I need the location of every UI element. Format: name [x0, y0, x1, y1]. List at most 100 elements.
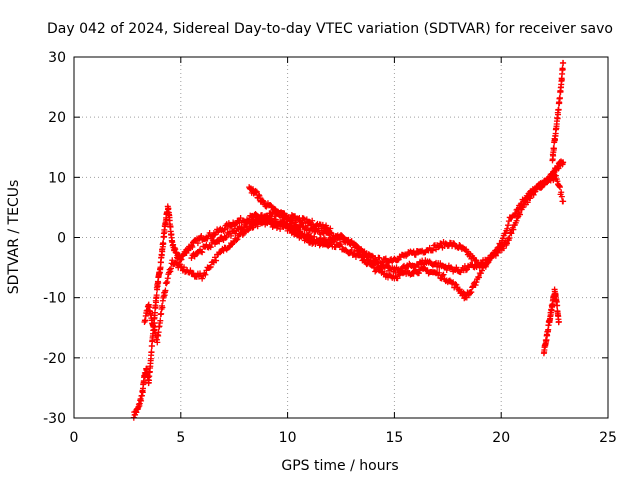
data-point	[556, 184, 563, 191]
data-point	[260, 198, 267, 205]
data-point	[221, 226, 228, 233]
x-tick-label: 5	[176, 430, 185, 446]
data-point	[287, 217, 294, 223]
data-point	[217, 249, 224, 256]
data-point	[281, 210, 288, 217]
series-s2	[141, 217, 494, 346]
data-point	[475, 274, 482, 281]
data-point	[225, 244, 232, 251]
data-point	[227, 223, 234, 230]
data-point	[527, 195, 534, 202]
x-tick-label: 20	[492, 430, 510, 446]
data-point	[206, 243, 213, 250]
data-point	[233, 237, 240, 244]
data-point	[207, 263, 214, 270]
data-point	[505, 218, 512, 225]
data-point	[473, 257, 480, 264]
data-point	[560, 159, 567, 166]
data-point	[382, 255, 389, 262]
data-point	[216, 238, 223, 245]
data-point	[327, 225, 334, 232]
data-point	[469, 284, 476, 291]
data-point	[250, 224, 257, 231]
data-point	[374, 259, 381, 266]
data-point	[519, 204, 526, 211]
data-point	[300, 215, 307, 222]
data-point	[269, 223, 276, 230]
data-point	[244, 223, 251, 230]
data-point	[163, 216, 170, 223]
data-point	[438, 275, 445, 282]
data-point	[213, 257, 220, 264]
data-point	[253, 188, 260, 195]
data-point	[412, 251, 419, 258]
data-point	[339, 232, 346, 239]
data-point	[297, 218, 304, 225]
data-point	[272, 216, 279, 223]
data-point	[286, 216, 293, 223]
data-point	[194, 240, 201, 247]
data-point	[429, 247, 436, 254]
data-point	[378, 265, 385, 272]
data-point	[504, 225, 511, 232]
data-point	[468, 289, 475, 296]
series-s1	[130, 158, 567, 421]
data-point	[296, 224, 303, 231]
data-point	[204, 235, 211, 242]
data-point	[234, 236, 241, 243]
data-point	[555, 106, 562, 113]
data-point	[554, 302, 561, 309]
data-point	[555, 165, 562, 172]
data-point	[362, 252, 369, 259]
x-axis-label: GPS time / hours	[281, 458, 398, 474]
data-point	[354, 243, 361, 250]
data-point	[227, 232, 234, 239]
data-point	[453, 264, 460, 271]
data-point	[478, 267, 485, 274]
data-point	[558, 76, 565, 83]
data-point	[300, 232, 307, 239]
data-point	[319, 221, 326, 228]
data-point	[206, 264, 213, 271]
data-point	[524, 199, 531, 206]
data-point	[453, 281, 460, 288]
data-point	[372, 268, 379, 275]
data-point	[559, 66, 566, 73]
data-point	[494, 249, 501, 256]
data-point	[260, 216, 267, 223]
y-tick-label: -30	[43, 411, 66, 427]
data-point	[223, 234, 230, 241]
data-point	[338, 241, 344, 248]
data-point	[394, 275, 401, 282]
data-point	[367, 256, 374, 263]
data-point	[202, 271, 209, 278]
data-point	[555, 318, 562, 325]
data-point	[446, 277, 453, 284]
data-point	[330, 239, 337, 246]
data-point	[499, 235, 506, 242]
y-axis-label: SDTVAR / TECUs	[6, 180, 22, 295]
data-point	[452, 281, 459, 288]
data-point	[160, 240, 167, 247]
data-point	[148, 349, 155, 356]
data-point	[532, 188, 539, 195]
data-point	[191, 253, 198, 260]
data-point	[267, 219, 274, 226]
chart-title: Day 042 of 2024, Sidereal Day-to-day VTE…	[47, 21, 613, 37]
series-s3	[246, 172, 567, 276]
y-tick-label: -10	[43, 291, 66, 307]
y-tick-label: 20	[48, 110, 66, 126]
data-point	[167, 265, 174, 272]
data-point	[485, 257, 492, 264]
data-point	[240, 224, 247, 231]
data-point	[254, 223, 261, 230]
y-tick-label: 10	[48, 170, 66, 186]
data-point	[162, 287, 169, 294]
data-point	[255, 217, 262, 224]
data-point	[348, 246, 355, 253]
data-point	[169, 257, 176, 264]
data-point	[386, 259, 393, 266]
x-tick-label: 15	[385, 430, 403, 446]
data-point	[271, 213, 278, 220]
